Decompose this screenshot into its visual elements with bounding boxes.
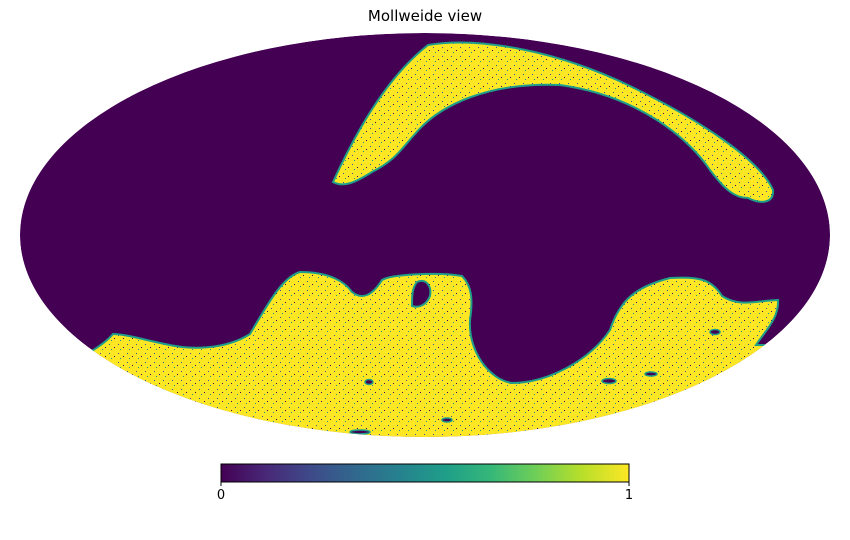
island-lake	[410, 280, 432, 308]
northern-arc-region	[331, 41, 775, 203]
map-title: Mollweide view	[367, 7, 483, 25]
colorbar-gradient	[220, 463, 630, 483]
island-small	[349, 429, 371, 435]
island-small	[441, 417, 453, 423]
southern-region	[20, 270, 830, 437]
island-small	[644, 371, 658, 377]
island-small	[709, 328, 721, 336]
colorbar-max-label: 1	[624, 488, 634, 503]
colorbar-min-label: 0	[216, 488, 226, 503]
island-small	[601, 377, 617, 385]
island-small	[364, 378, 374, 386]
